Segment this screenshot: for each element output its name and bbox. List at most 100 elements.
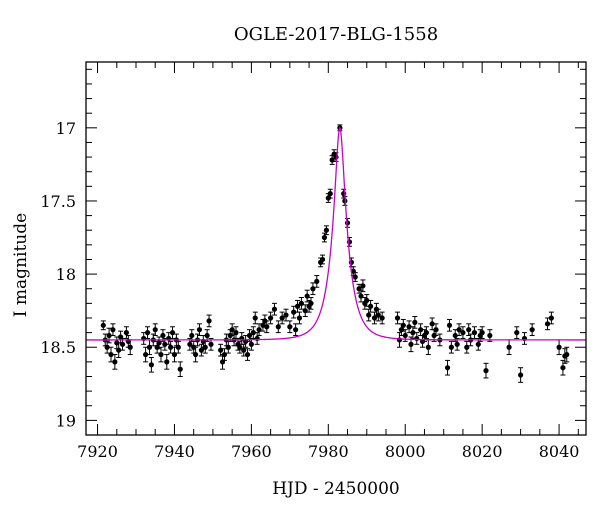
data-point <box>169 326 176 339</box>
data-point <box>521 332 528 345</box>
y-axis-label: I magnitude <box>11 213 31 317</box>
data-point <box>164 354 170 370</box>
data-point <box>108 346 114 363</box>
data-point <box>379 311 385 325</box>
data-point <box>123 326 129 339</box>
data-point <box>460 326 466 339</box>
data-point <box>319 254 326 265</box>
data-point <box>423 326 429 339</box>
data-point <box>127 339 133 356</box>
x-tick-label: 8040 <box>539 442 580 461</box>
data-point <box>448 340 454 354</box>
y-tick-label: 17.5 <box>40 192 76 211</box>
x-tick-label: 7940 <box>154 442 195 461</box>
data-point <box>298 297 304 310</box>
data-point <box>175 340 181 354</box>
tick-labels: 7920 7940 7960 7980 8000 8020 8040 17 17.5 18 18.5… <box>40 119 579 461</box>
axis-ticks <box>86 62 586 435</box>
data-point <box>275 320 281 334</box>
data-point <box>206 314 212 328</box>
data-point <box>104 340 110 354</box>
x-axis-label: HJD - 2450000 <box>272 479 400 499</box>
data-point <box>352 272 358 282</box>
data-point <box>110 323 116 337</box>
data-point <box>529 323 535 337</box>
x-tick-label: 8000 <box>385 442 426 461</box>
data-point <box>293 323 299 337</box>
data-point <box>506 339 512 356</box>
data-point <box>152 323 158 337</box>
data-point <box>446 318 453 332</box>
data-point <box>310 282 316 296</box>
data-point <box>479 326 485 339</box>
x-tick-label: 7920 <box>77 442 118 461</box>
y-tick-label: 18.5 <box>40 338 76 357</box>
y-tick-label: 17 <box>56 119 76 138</box>
data-point <box>360 279 366 293</box>
data-point <box>193 346 199 363</box>
data-point <box>262 314 268 328</box>
data-point <box>256 323 262 337</box>
chart-title: OGLE-2017-BLG-1558 <box>234 24 438 45</box>
data-point <box>471 326 478 339</box>
data-point <box>323 225 329 236</box>
data-point <box>412 316 418 329</box>
data-point <box>241 343 247 357</box>
data-point <box>264 320 270 334</box>
data-point <box>544 317 551 331</box>
data-point <box>518 367 524 383</box>
data-point <box>100 320 106 331</box>
data-point <box>418 323 424 337</box>
data-point <box>112 354 118 370</box>
data-point <box>116 342 122 358</box>
data-point <box>429 317 435 331</box>
data-point <box>287 320 293 334</box>
data-point <box>548 311 554 325</box>
data-point <box>564 346 570 363</box>
data-point <box>237 340 243 354</box>
data-point <box>483 362 489 379</box>
data-point <box>368 299 374 313</box>
data-point <box>221 348 228 361</box>
data-point <box>171 346 178 363</box>
data-point <box>452 329 458 342</box>
data-point <box>466 323 472 337</box>
data-point <box>271 302 278 316</box>
data-point <box>375 308 381 322</box>
x-tick-label: 7980 <box>308 442 349 461</box>
data-point <box>244 348 251 361</box>
data-point <box>294 299 301 313</box>
data-point <box>314 275 320 288</box>
plot-frame <box>85 61 587 436</box>
data-point <box>444 359 451 376</box>
x-tick-label: 8020 <box>462 442 503 461</box>
data-point <box>425 339 431 356</box>
data-point <box>144 326 151 339</box>
data-point <box>279 311 285 325</box>
data-point <box>177 361 183 377</box>
data-point <box>308 297 314 310</box>
data-point <box>296 311 303 325</box>
data-point <box>433 323 439 337</box>
data-point <box>414 332 420 345</box>
data-point <box>556 339 562 356</box>
data-point <box>464 340 470 354</box>
x-tick-label: 7960 <box>231 442 272 461</box>
y-tick-label: 18 <box>56 265 76 284</box>
data-point <box>158 346 164 363</box>
data-point <box>475 337 481 351</box>
y-tick-label: 19 <box>56 411 76 430</box>
data-point <box>514 326 520 339</box>
data-point <box>168 340 174 354</box>
data-point <box>198 343 204 357</box>
data-point <box>252 311 258 325</box>
data-point <box>456 323 462 337</box>
data-point <box>268 311 274 325</box>
data-point <box>394 311 401 325</box>
data-point <box>327 188 333 199</box>
data-points <box>100 124 570 383</box>
model-curve <box>86 126 586 341</box>
data-point <box>146 339 153 356</box>
data-point <box>302 304 308 318</box>
